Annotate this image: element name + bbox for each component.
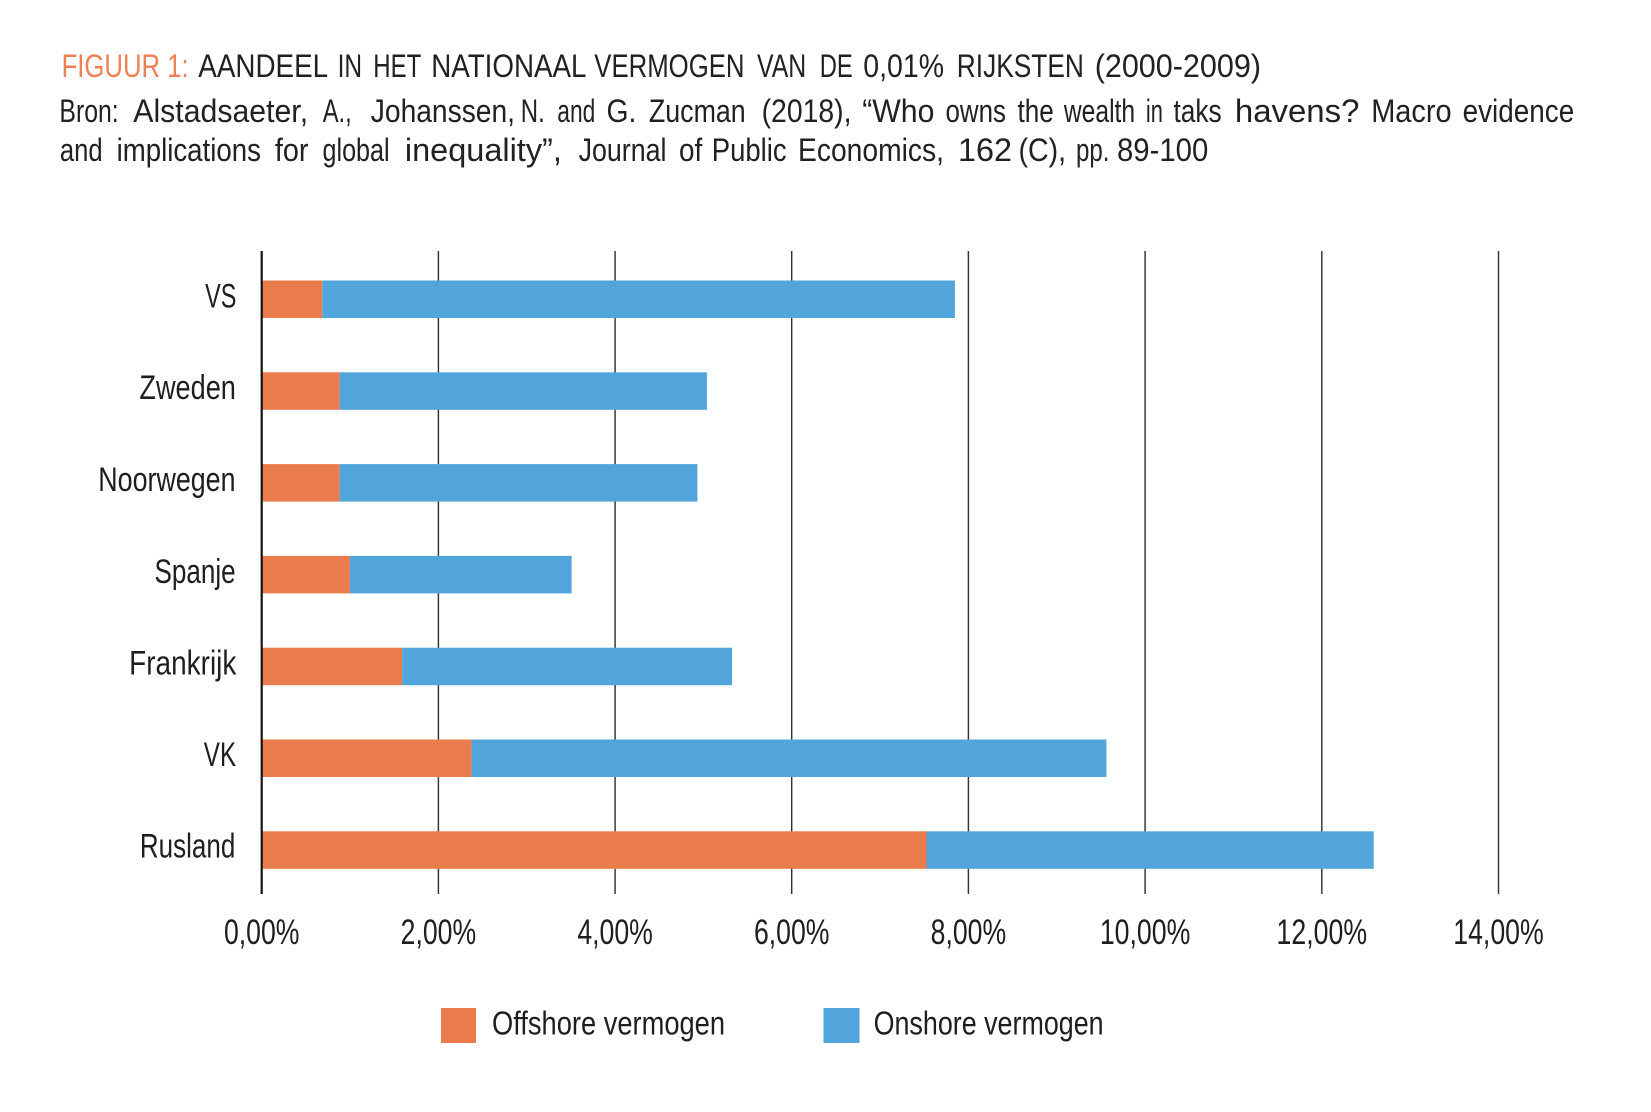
svg-text:N.: N. [521,93,545,129]
svg-text:4,00%: 4,00% [577,913,653,952]
svg-text:global: global [323,132,390,168]
svg-text:Onshore vermogen: Onshore vermogen [874,1005,1104,1042]
svg-text:and: and [60,132,103,168]
svg-text:6,00%: 6,00% [754,913,830,952]
svg-text:VAN: VAN [757,48,806,84]
svg-text:Offshore vermogen: Offshore vermogen [492,1005,725,1042]
svg-text:10,00%: 10,00% [1100,913,1191,952]
svg-text:0,00%: 0,00% [224,913,300,952]
svg-text:(C),: (C), [1019,132,1067,168]
svg-text:“Who: “Who [862,93,934,129]
svg-text:8,00%: 8,00% [931,913,1007,952]
svg-text:owns: owns [946,93,1006,129]
svg-text:G.: G. [607,93,637,129]
svg-text:IN: IN [338,48,363,84]
svg-text:Public: Public [712,132,787,168]
svg-text:pp.: pp. [1076,132,1110,168]
svg-text:in: in [1146,93,1163,129]
svg-text:14,00%: 14,00% [1453,913,1544,952]
svg-text:Spanje: Spanje [155,553,236,591]
svg-text:the: the [1018,93,1054,129]
svg-text:162: 162 [958,132,1012,168]
svg-text:Zucman: Zucman [649,93,746,129]
svg-text:wealth: wealth [1063,93,1135,129]
svg-text:Bron:: Bron: [59,93,118,129]
svg-text:Zweden: Zweden [139,369,236,407]
svg-text:implications: implications [117,132,261,168]
svg-text:(2000-2009): (2000-2009) [1095,48,1261,84]
svg-text:VS: VS [205,278,236,316]
svg-text:Economics,: Economics, [798,132,944,168]
svg-text:Rusland: Rusland [140,827,235,865]
svg-text:AANDEEL: AANDEEL [198,48,328,84]
svg-text:12,00%: 12,00% [1277,913,1368,952]
svg-text:89-100: 89-100 [1117,132,1208,168]
svg-text:0,01%: 0,01% [863,48,944,84]
svg-text:HET: HET [373,48,421,84]
svg-text:(2018),: (2018), [762,93,852,129]
svg-text:A.,: A., [323,93,352,129]
svg-text:NATIONAAL: NATIONAAL [431,48,586,84]
svg-text:taks: taks [1174,93,1222,129]
svg-text:RIJKSTEN: RIJKSTEN [957,48,1084,84]
svg-text:2,00%: 2,00% [401,913,477,952]
svg-text:for: for [275,132,309,168]
svg-text:VERMOGEN: VERMOGEN [594,48,744,84]
svg-text:VK: VK [204,736,236,774]
svg-text:inequality”,: inequality”, [405,132,562,168]
svg-text:evidence: evidence [1463,93,1575,129]
svg-text:Macro: Macro [1371,93,1451,129]
svg-text:Alstadsaeter,: Alstadsaeter, [133,93,308,129]
svg-text:and: and [557,93,595,129]
svg-text:of: of [679,132,702,168]
svg-text:Noorwegen: Noorwegen [98,461,235,499]
svg-text:Journal: Journal [579,132,667,168]
svg-text:Frankrijk: Frankrijk [129,645,237,683]
svg-text:DE: DE [820,48,853,84]
svg-text:Johanssen,: Johanssen, [371,93,515,129]
svg-text:FIGUUR 1:: FIGUUR 1: [62,48,189,84]
svg-text:havens?: havens? [1235,93,1360,129]
